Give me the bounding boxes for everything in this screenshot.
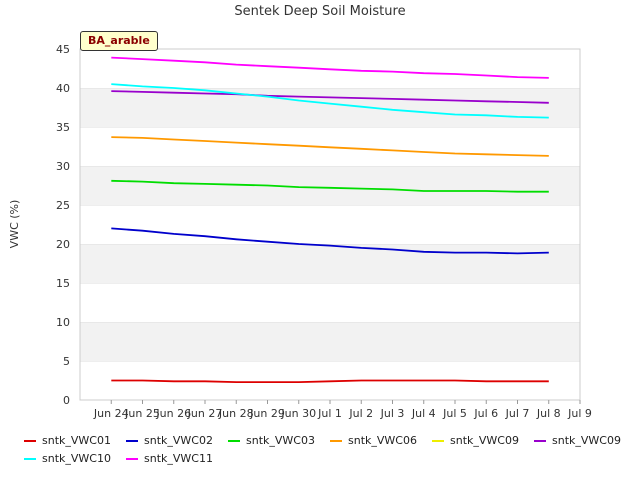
series-line-sntk-vwc01 [111,379,549,384]
legend-label: sntk_VWC11 [144,452,213,465]
x-tick-label: Jul 7 [505,407,530,420]
site-label-badge: BA_arable [80,31,158,51]
series-line-sntk-vwc03 [111,179,549,193]
series-line-sntk-vwc09 [111,90,549,104]
legend-item: sntk_VWC01 [24,434,111,447]
legend-item: sntk_VWC09 [534,434,621,447]
y-tick-label: 0 [63,394,70,407]
legend-label: sntk_VWC10 [42,452,111,465]
legend-label: sntk_VWC03 [246,434,315,447]
x-tick-label: Jun 29 [249,407,285,420]
grid-band [80,322,580,361]
x-tick-label: Jun 25 [124,407,160,420]
legend-swatch [228,440,240,442]
y-tick-label: 45 [56,43,70,56]
y-tick-label: 25 [56,199,70,212]
grid-band [80,166,580,205]
legend-item: sntk_VWC02 [126,434,213,447]
y-axis-label: VWC (%) [8,200,21,249]
grid-band [80,205,580,244]
x-tick-label: Jul 3 [380,407,405,420]
grid-band [80,88,580,127]
grid-bands [80,48,580,400]
y-tick-label: 10 [56,316,70,329]
x-tick-label: Jul 1 [317,407,342,420]
y-tick-label: 30 [56,160,70,173]
grid-band [80,283,580,322]
x-tick-label: Jul 5 [442,407,467,420]
y-tick-label: 20 [56,238,70,251]
x-tick-label: Jul 4 [411,407,436,420]
legend-item: sntk_VWC09 [432,434,519,447]
legend-swatch [24,458,36,460]
series-line-sntk-vwc02 [111,227,549,255]
legend: sntk_VWC01 sntk_VWC02 sntk_VWC03 sntk_VWC06… [0,434,640,474]
legend-label: sntk_VWC09 [552,434,621,447]
series-line-sntk-vwc11 [111,56,549,79]
legend-item: sntk_VWC10 [24,452,111,465]
y-tick-label: 15 [56,277,70,290]
x-tick-label: Jul 6 [473,407,498,420]
x-tick-label: Jun 30 [280,407,316,420]
legend-label: sntk_VWC02 [144,434,213,447]
x-tick-label: Jun 27 [187,407,223,420]
legend-swatch [126,458,138,460]
grid-band [80,244,580,283]
x-tick-label: Jun 28 [218,407,254,420]
legend-label: sntk_VWC01 [42,434,111,447]
legend-item: sntk_VWC11 [126,452,213,465]
legend-item: sntk_VWC06 [330,434,417,447]
legend-label: sntk_VWC06 [348,434,417,447]
legend-label: sntk_VWC09 [450,434,519,447]
y-tick-label: 35 [56,121,70,134]
x-tick-label: Jun 24 [93,407,129,420]
series-line-sntk-vwc06 [111,136,549,157]
x-tick-label: Jul 9 [567,407,592,420]
series-line-sntk-vwc10 [111,83,549,119]
y-tick-label: 40 [56,82,70,95]
legend-swatch [24,440,36,442]
chart-title: Sentek Deep Soil Moisture [234,4,405,19]
legend-swatch [126,440,138,442]
legend-item: sntk_VWC03 [228,434,315,447]
y-tick-label: 5 [63,355,70,368]
x-tick-label: Jul 8 [536,407,561,420]
x-tick-label: Jun 26 [155,407,191,420]
legend-swatch [432,440,444,442]
legend-swatch [534,440,546,442]
x-tick-label: Jul 2 [348,407,373,420]
y-axis: 0 5 10 15 20 25 30 35 40 45 [56,43,70,407]
legend-swatch [330,440,342,442]
series-lines [111,56,549,384]
